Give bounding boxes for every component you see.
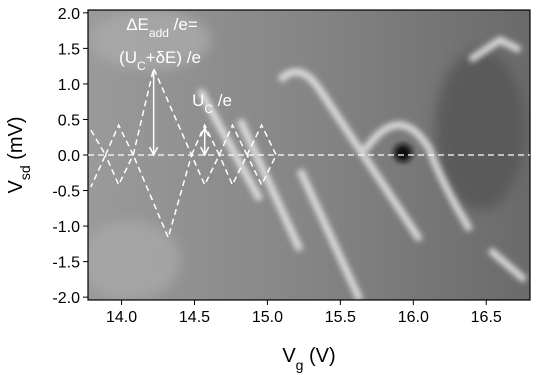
annotation: ΔEadd /e= xyxy=(126,15,198,40)
y-tick-label: 0.5 xyxy=(58,112,80,129)
subscript: C xyxy=(137,59,146,73)
intensity-map xyxy=(88,10,530,300)
text-part: /e= xyxy=(169,15,198,34)
text-part: ΔE xyxy=(126,15,149,34)
text-part: /e xyxy=(213,91,232,110)
y-tick-label: 1.5 xyxy=(58,41,80,58)
subscript: g xyxy=(296,357,304,373)
x-tick-label: 14.5 xyxy=(179,309,210,326)
text-part: V xyxy=(282,345,296,367)
diamond-line xyxy=(218,123,248,187)
y-axis-title: Vsd (mV) xyxy=(5,116,33,193)
diamond-line xyxy=(104,123,135,187)
y-tick-label: -1.5 xyxy=(52,255,80,272)
arrow-head xyxy=(200,146,210,157)
text-part: +δE) /e xyxy=(146,48,201,67)
y-tick-label: -2.0 xyxy=(52,290,80,307)
y-tick-label: 1.0 xyxy=(58,77,80,94)
subscript: C xyxy=(204,102,213,116)
text-part: (U xyxy=(119,48,137,67)
subscript: sd xyxy=(17,165,33,180)
x-tick-label: 15.5 xyxy=(325,309,356,326)
annotation: (UC+δE) /e xyxy=(119,48,201,73)
text-part: (mV) xyxy=(5,116,27,165)
y-tick-label: -1.0 xyxy=(52,219,80,236)
y-tick-label: 2.0 xyxy=(58,6,80,23)
text-part: (V) xyxy=(303,345,335,367)
diamond-line xyxy=(246,123,278,187)
diamond-line xyxy=(90,129,107,188)
arrow-head xyxy=(148,146,159,157)
x-tick-label: 16.5 xyxy=(471,309,502,326)
annotation: UC /e xyxy=(192,91,232,116)
y-tick-label: -0.5 xyxy=(52,184,80,201)
x-tick-label: 16.0 xyxy=(398,309,429,326)
text-part: V xyxy=(5,180,27,194)
x-tick-label: 14.0 xyxy=(106,309,137,326)
subscript: add xyxy=(149,26,169,40)
y-tick-label: 0.0 xyxy=(58,148,80,165)
x-tick-label: 15.0 xyxy=(252,309,283,326)
text-part: U xyxy=(192,91,204,110)
arrow-head xyxy=(200,126,210,137)
x-axis-title: Vg (V) xyxy=(282,345,335,373)
